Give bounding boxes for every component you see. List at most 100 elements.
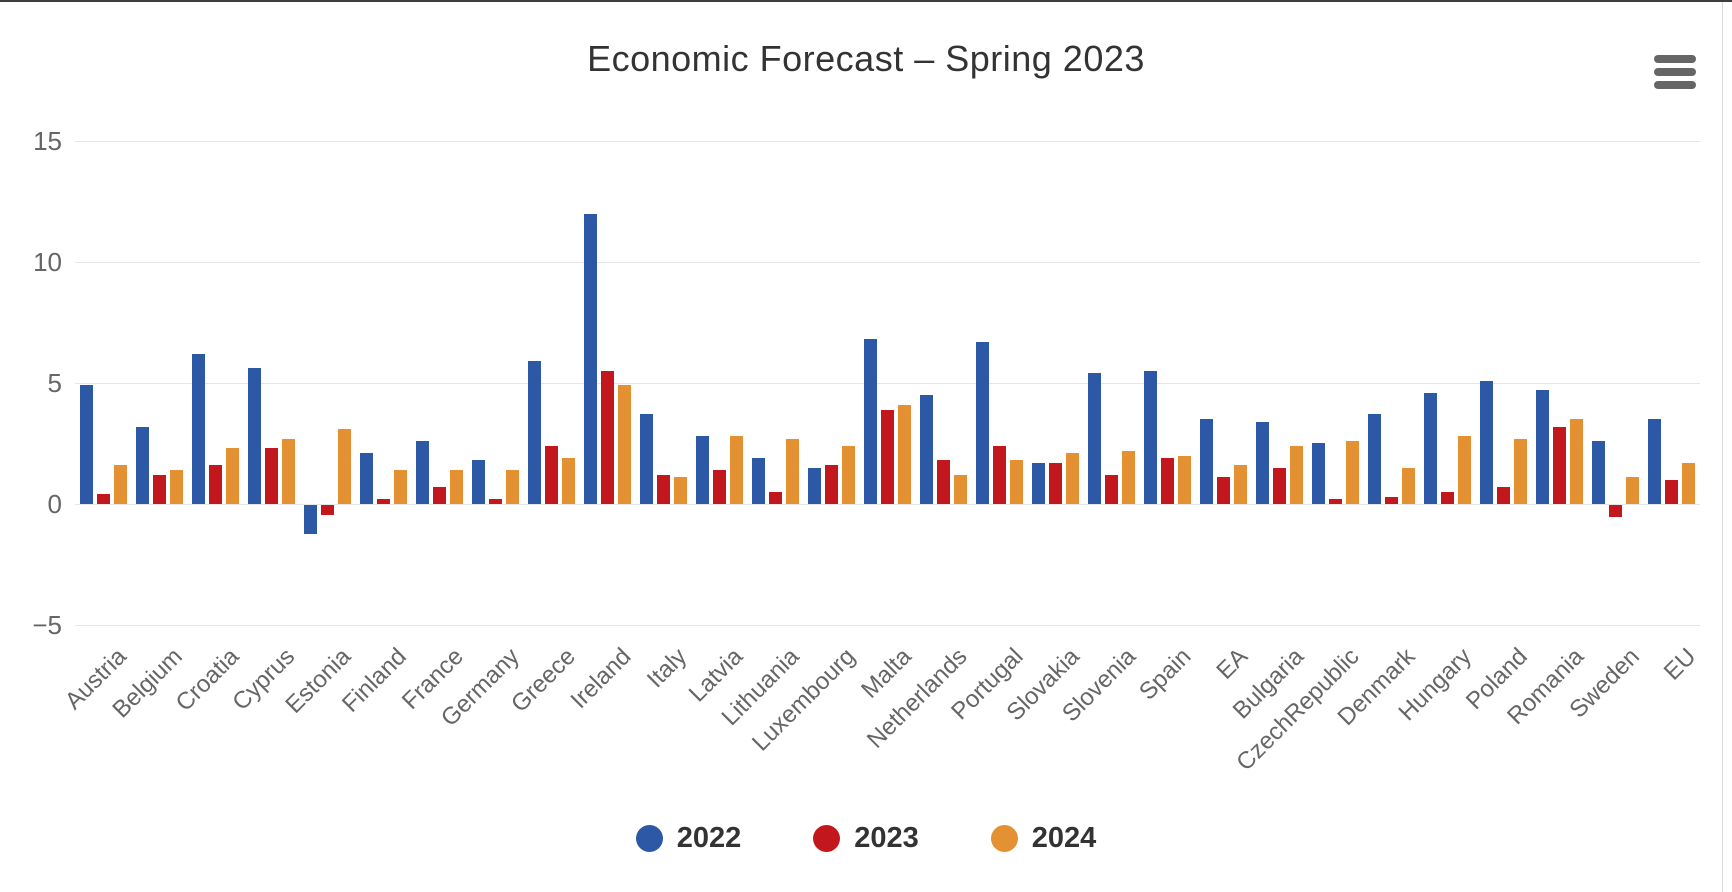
- bar-2022-Austria: [80, 385, 93, 504]
- bar-2022-France: [416, 441, 429, 504]
- bar-2023-Bulgaria: [1273, 468, 1286, 504]
- bar-2024-Belgium: [170, 470, 183, 504]
- bar-2024-Slovakia: [1066, 453, 1079, 504]
- bar-2024-Germany: [506, 470, 519, 504]
- bar-2024-EA: [1234, 465, 1247, 504]
- bar-2024-Finland: [394, 470, 407, 504]
- bar-2022-Italy: [640, 414, 653, 504]
- bar-2024-Hungary: [1458, 436, 1471, 504]
- gridline-5: [75, 383, 1700, 384]
- bar-2022-Croatia: [192, 354, 205, 504]
- hamburger-icon: [1654, 55, 1696, 63]
- bar-2022-Greece: [528, 361, 541, 504]
- hamburger-icon: [1654, 68, 1696, 76]
- bar-2024-Luxembourg: [842, 446, 855, 504]
- y-axis-label-5: 5: [47, 368, 62, 398]
- bar-2024-Austria: [114, 465, 127, 504]
- bar-2023-EU: [1665, 480, 1678, 504]
- bar-2023-Estonia: [321, 505, 334, 515]
- bar-2022-Finland: [360, 453, 373, 504]
- bar-2023-Sweden: [1609, 505, 1622, 517]
- bar-2022-Lithuania: [752, 458, 765, 504]
- bar-2023-Spain: [1161, 458, 1174, 504]
- bar-2023-Ireland: [601, 371, 614, 504]
- bar-2022-Hungary: [1424, 393, 1437, 504]
- x-axis-label-EU: EU: [1658, 643, 1702, 686]
- bar-2023-Latvia: [713, 470, 726, 504]
- x-axis-label-EA: EA: [1211, 643, 1253, 685]
- bar-2024-Denmark: [1402, 468, 1415, 504]
- bar-2022-Ireland: [584, 214, 597, 504]
- gridline--5: [75, 625, 1700, 626]
- bar-2022-EU: [1648, 419, 1661, 504]
- legend-item-2024[interactable]: 2024: [990, 821, 1097, 855]
- bar-2022-CzechRepublic: [1312, 443, 1325, 504]
- y-axis-label--5: −5: [32, 610, 62, 640]
- bar-2022-Belgium: [136, 427, 149, 504]
- bar-2023-CzechRepublic: [1329, 499, 1342, 504]
- bar-2024-Sweden: [1626, 477, 1639, 504]
- bar-2024-Croatia: [226, 448, 239, 504]
- bar-2023-EA: [1217, 477, 1230, 504]
- x-axis-label-Ireland: Ireland: [565, 643, 637, 714]
- bar-2023-Slovakia: [1049, 463, 1062, 504]
- bar-2022-Estonia: [304, 505, 317, 534]
- y-axis-label-0: 0: [47, 489, 62, 519]
- bar-2022-Romania: [1536, 390, 1549, 504]
- bar-2024-Italy: [674, 477, 687, 504]
- gridline-10: [75, 262, 1700, 263]
- y-axis-label-10: 10: [33, 247, 62, 277]
- y-axis-label-15: 15: [33, 126, 62, 156]
- legend-marker-2022: [635, 824, 663, 852]
- bar-2022-Denmark: [1368, 414, 1381, 504]
- context-menu-button[interactable]: [1654, 50, 1702, 94]
- bar-2024-Ireland: [618, 385, 631, 504]
- bar-2024-EU: [1682, 463, 1695, 504]
- bar-2023-Romania: [1553, 427, 1566, 504]
- chart-title: Economic Forecast – Spring 2023: [587, 38, 1145, 79]
- plot-area: 15 10 5 0 −5 Austria Belgium Croatia Cyprus Eston…: [32, 128, 1701, 776]
- bar-2023-Malta: [881, 410, 894, 504]
- bar-2023-Croatia: [209, 465, 222, 504]
- bar-2022-EA: [1200, 419, 1213, 504]
- hamburger-icon: [1654, 81, 1696, 89]
- bar-2023-Belgium: [153, 475, 166, 504]
- x-axis-label-Spain: Spain: [1134, 643, 1197, 706]
- legend-label-2023: 2023: [854, 821, 919, 854]
- bar-2024-Cyprus: [282, 439, 295, 504]
- bar-2024-Bulgaria: [1290, 446, 1303, 504]
- x-axis-label-Croatia: Croatia: [170, 643, 245, 717]
- gridline-15: [75, 141, 1700, 142]
- bar-2023-Germany: [489, 499, 502, 504]
- legend-label-2024: 2024: [1031, 821, 1097, 854]
- bar-2024-Romania: [1570, 419, 1583, 504]
- bar-2022-Spain: [1144, 371, 1157, 504]
- legend-item-2023[interactable]: 2023: [813, 822, 919, 855]
- bar-2023-Finland: [377, 499, 390, 504]
- bar-2022-Bulgaria: [1256, 422, 1269, 504]
- bar-2023-Greece: [545, 446, 558, 504]
- bar-2024-Latvia: [730, 436, 743, 504]
- legend-label-2022: 2022: [676, 821, 742, 854]
- right-edge-divider: [1722, 2, 1723, 892]
- bar-2023-Slovenia: [1105, 475, 1118, 504]
- bar-2022-Malta: [864, 339, 877, 504]
- bar-2024-Poland: [1514, 439, 1527, 504]
- bar-2022-Luxembourg: [808, 468, 821, 504]
- bar-2022-Slovakia: [1032, 463, 1045, 504]
- bar-2023-Italy: [657, 475, 670, 504]
- bar-2022-Poland: [1480, 381, 1493, 504]
- bar-2023-France: [433, 487, 446, 504]
- legend-marker-2024: [990, 824, 1018, 852]
- bar-2024-France: [450, 470, 463, 504]
- bar-2024-CzechRepublic: [1346, 441, 1359, 504]
- bar-2022-Latvia: [696, 436, 709, 504]
- bar-2022-Germany: [472, 460, 485, 504]
- bar-2024-Netherlands: [954, 475, 967, 504]
- bar-2024-Greece: [562, 458, 575, 504]
- legend-item-2022[interactable]: 2022: [635, 821, 742, 855]
- bar-2024-Spain: [1178, 456, 1191, 504]
- bar-2024-Slovenia: [1122, 451, 1135, 504]
- bar-2023-Luxembourg: [825, 465, 838, 504]
